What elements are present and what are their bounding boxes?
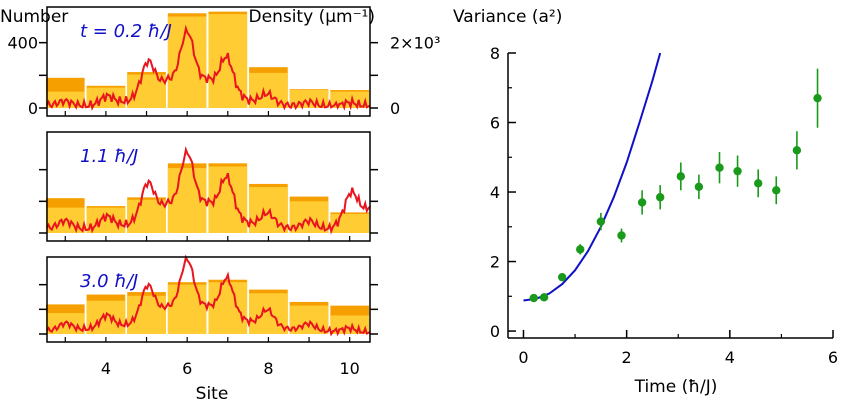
data-point	[772, 186, 781, 195]
data-point	[753, 179, 763, 188]
site-axis: Site 4 6 8 10	[101, 359, 360, 401]
bar-light	[127, 295, 166, 334]
site-xlabel: Site	[196, 384, 229, 401]
variance-title: Variance (a²)	[453, 7, 562, 27]
x-tick-label: 10	[340, 359, 360, 378]
panel-1: t = 0.2 ħ/J 400 0 2×10³ 0	[7, 6, 440, 118]
x-tick-label: 6	[828, 348, 838, 367]
data-point	[557, 272, 567, 282]
y-tick-label: 4	[490, 183, 500, 202]
data-point	[792, 146, 802, 155]
panel-label: t = 0.2 ħ/J	[80, 21, 172, 42]
y-tick-label: 2	[490, 253, 500, 272]
panel-frame	[46, 131, 371, 242]
x-tick-label: 6	[182, 359, 192, 378]
panel-label: 1.1 ħ/J	[80, 146, 138, 167]
x-tick-label: 4	[101, 359, 111, 378]
variance-plot: 0 2 4 6 8 0 2 4 6	[490, 44, 838, 367]
density-line	[46, 254, 371, 337]
bar-light	[167, 284, 207, 334]
data-point	[596, 217, 606, 226]
number-panels: t = 0.2 ħ/J 400 0 2×10³ 0 1.1 ħ/J 3.0 ħ/J	[7, 6, 440, 343]
data-point	[637, 198, 647, 207]
data-point	[617, 231, 626, 240]
panel-3: 3.0 ħ/J	[39, 254, 378, 343]
data-point	[676, 172, 686, 181]
x-tick-label: 4	[725, 348, 735, 367]
x-tick-label: 2	[622, 348, 632, 367]
time-xlabel: Time (ħ/J)	[634, 377, 718, 397]
data-point	[576, 245, 585, 254]
x-tick-label: 0	[518, 348, 528, 367]
model-curve	[523, 52, 662, 302]
right-tick-label: 2×10³	[390, 34, 440, 53]
data-point	[529, 293, 538, 303]
data-point	[813, 93, 822, 103]
right-ylabel: Density (μm⁻¹)	[249, 7, 375, 27]
panel-2: 1.1 ħ/J	[39, 131, 378, 242]
right-tick-label: 0	[390, 99, 400, 118]
left-tick-label: 400	[7, 34, 38, 53]
panel-frame	[46, 256, 371, 343]
left-tick-label: 0	[28, 99, 38, 118]
density-line	[46, 146, 371, 235]
y-tick-label: 0	[490, 322, 500, 341]
bar-light	[249, 293, 288, 334]
panel-label: 3.0 ħ/J	[80, 271, 138, 292]
data-point	[715, 163, 724, 172]
panel-frame	[46, 6, 371, 117]
x-tick-label: 8	[263, 359, 273, 378]
data-point	[694, 182, 704, 192]
y-tick-label: 8	[490, 44, 500, 63]
data-point	[655, 193, 665, 202]
density-line	[46, 24, 371, 111]
data-point	[539, 293, 549, 302]
left-ylabel: Number	[0, 7, 68, 27]
y-tick-label: 6	[490, 114, 500, 133]
data-point	[733, 166, 742, 176]
bar-light	[208, 282, 248, 334]
